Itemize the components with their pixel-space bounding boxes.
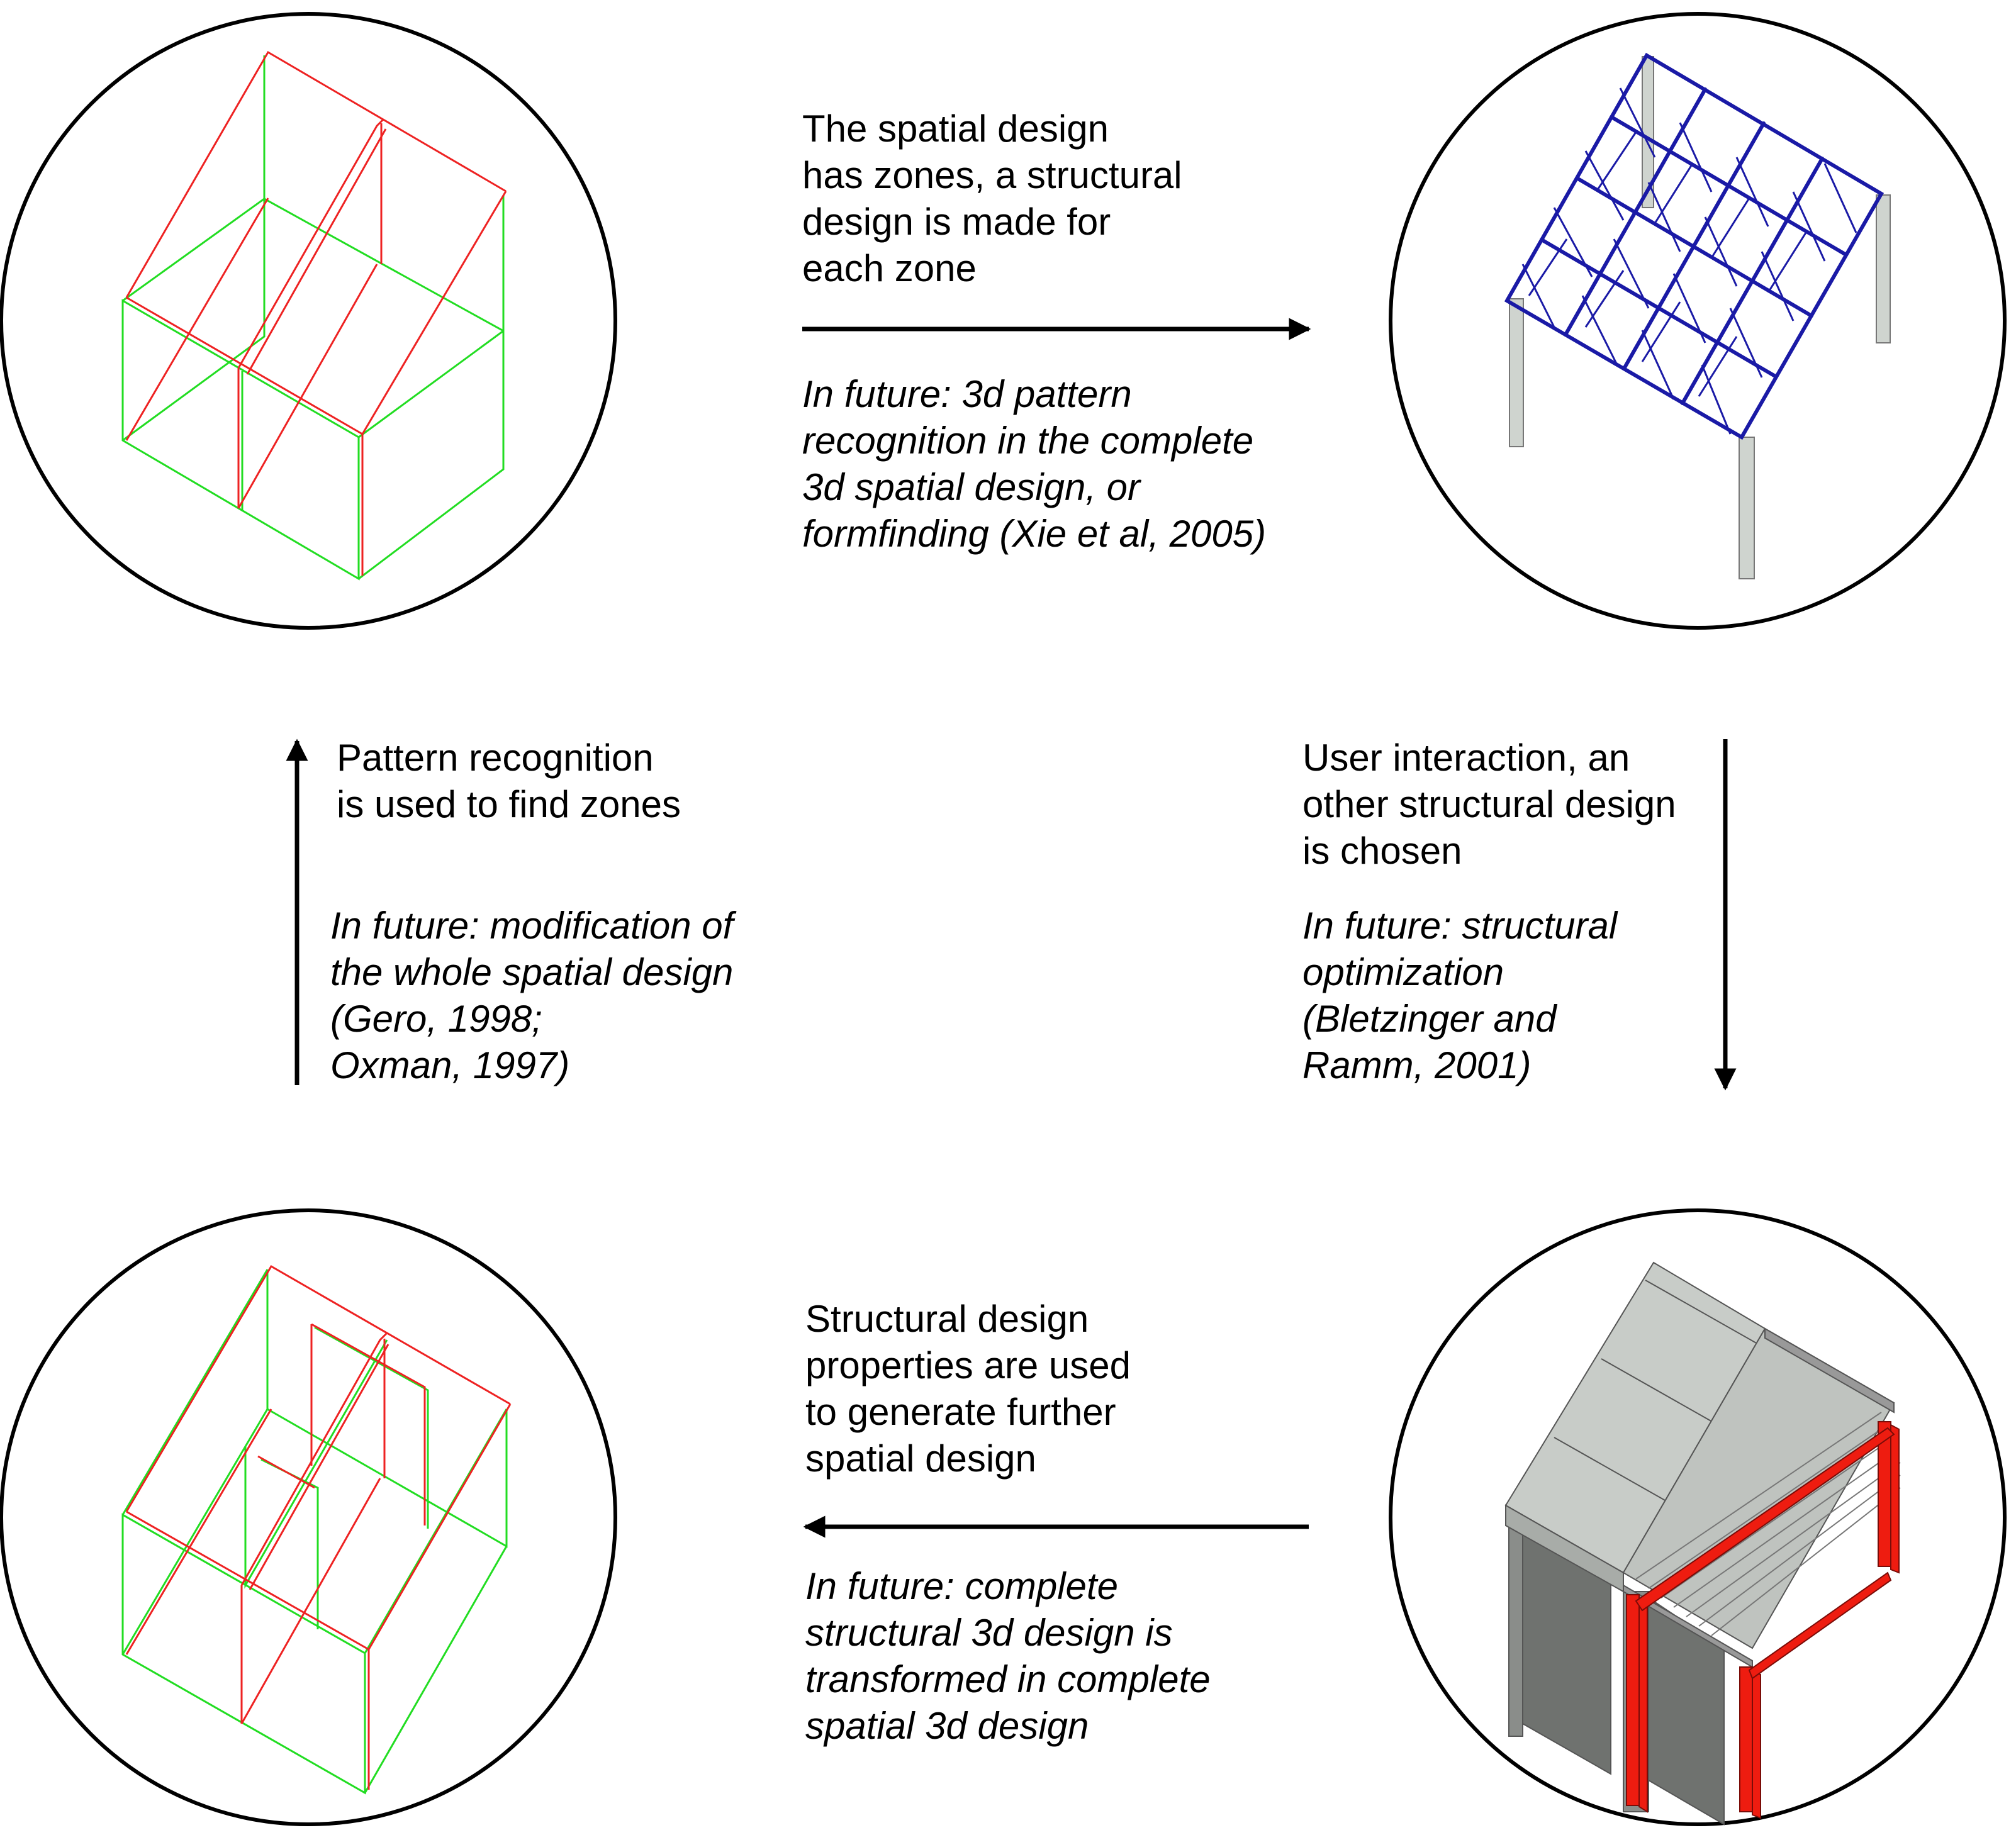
truss-structure-circle [1389, 12, 2007, 630]
slab-and-beam-structure [1504, 1261, 1901, 1826]
generated-spatial-design-wireframe [121, 1264, 512, 1795]
right-main-text: User interaction, an other structural de… [1302, 735, 1676, 874]
bottom-main-line: spatial design [805, 1437, 1036, 1480]
left-future-line: Oxman, 1997) [330, 1044, 570, 1086]
right-main-line: other structural design [1302, 783, 1676, 825]
top-main-text: The spatial design has zones, a structur… [802, 106, 1182, 292]
space-truss-structure [1504, 52, 1891, 579]
spatial-design-wireframe [121, 50, 507, 581]
bottom-main-line: Structural design [805, 1298, 1089, 1340]
bottom-future-line: In future: complete [805, 1565, 1118, 1607]
left-future-line: (Gero, 1998; [330, 998, 542, 1040]
bottom-future-text: In future: complete structural 3d design… [805, 1563, 1211, 1749]
left-main-text: Pattern recognition is used to find zone… [337, 735, 681, 828]
top-main-line: design is made for [802, 201, 1111, 243]
left-future-text: In future: modification of the whole spa… [330, 903, 733, 1089]
top-main-line: The spatial design [802, 108, 1109, 150]
right-future-text: In future: structural optimization (Blet… [1302, 903, 1617, 1089]
bottom-future-line: transformed in complete [805, 1658, 1211, 1700]
bottom-future-line: spatial 3d design [805, 1705, 1089, 1747]
top-future-text: In future: 3d pattern recognition in the… [802, 371, 1266, 557]
left-future-line: the whole spatial design [330, 951, 734, 993]
top-future-line: recognition in the complete [802, 420, 1254, 462]
left-future-line: In future: modification of [330, 905, 734, 947]
left-main-line: Pattern recognition [337, 737, 654, 779]
top-future-line: formfinding (Xie et al, 2005) [802, 513, 1267, 555]
bottom-main-line: to generate further [805, 1391, 1116, 1433]
bottom-main-line: properties are used [805, 1344, 1131, 1386]
bottom-main-text: Structural design properties are used to… [805, 1296, 1131, 1482]
right-main-line: User interaction, an [1302, 737, 1630, 779]
top-future-line: In future: 3d pattern [802, 373, 1132, 415]
top-future-line: 3d spatial design, or [802, 466, 1141, 508]
left-main-line: is used to find zones [337, 783, 681, 825]
generated-spatial-design-circle [0, 1208, 617, 1826]
right-future-line: (Bletzinger and [1302, 998, 1557, 1040]
spatial-design-circle [0, 12, 617, 630]
top-main-line: each zone [802, 247, 977, 289]
slab-structure-circle [1389, 1208, 2007, 1826]
right-future-line: Ramm, 2001) [1302, 1044, 1532, 1086]
right-main-line: is chosen [1302, 830, 1462, 872]
bottom-future-line: structural 3d design is [805, 1612, 1173, 1654]
right-future-line: In future: structural [1302, 905, 1618, 947]
right-future-line: optimization [1302, 951, 1504, 993]
top-main-line: has zones, a structural [802, 154, 1182, 196]
